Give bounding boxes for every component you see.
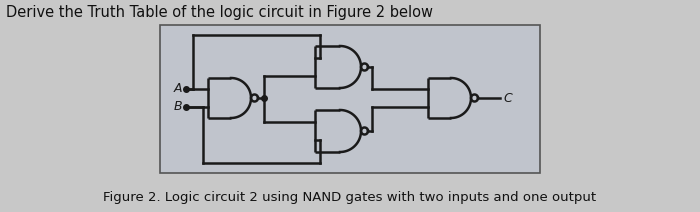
Text: C: C bbox=[503, 92, 512, 105]
FancyBboxPatch shape bbox=[160, 25, 540, 173]
Text: Derive the Truth Table of the logic circuit in Figure 2 below: Derive the Truth Table of the logic circ… bbox=[6, 6, 433, 21]
Text: Figure 2. Logic circuit 2 using NAND gates with two inputs and one output: Figure 2. Logic circuit 2 using NAND gat… bbox=[104, 191, 596, 204]
Text: A: A bbox=[174, 82, 182, 95]
Text: B: B bbox=[174, 100, 182, 113]
